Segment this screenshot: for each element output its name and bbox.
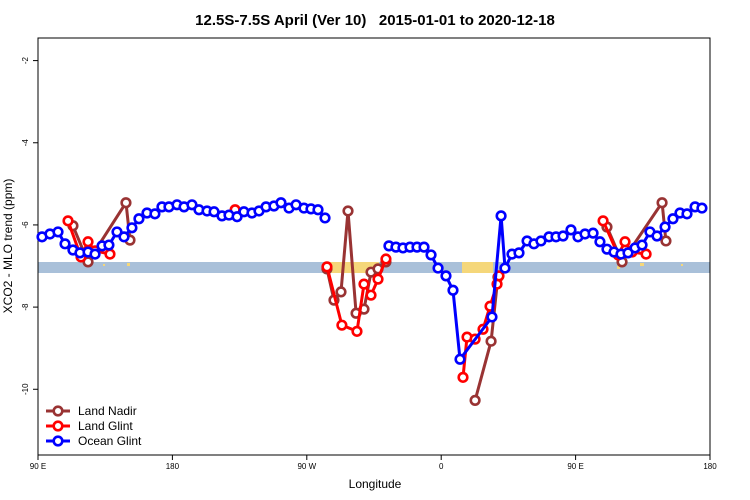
marker xyxy=(372,273,384,285)
marker xyxy=(659,221,671,233)
legend-marker xyxy=(52,435,64,447)
legend-label: Ocean Glint xyxy=(78,434,142,448)
marker xyxy=(342,205,354,217)
series xyxy=(36,197,708,365)
marker xyxy=(358,278,370,290)
land-speck xyxy=(640,263,644,266)
marker xyxy=(118,231,130,243)
marker xyxy=(104,248,116,260)
marker xyxy=(681,208,693,220)
land-band xyxy=(329,262,379,273)
marker xyxy=(440,270,452,282)
marker xyxy=(120,197,132,209)
x-tick-label: 0 xyxy=(439,462,444,471)
marker xyxy=(89,248,101,260)
marker xyxy=(351,325,363,337)
marker xyxy=(319,212,331,224)
chart-title: 12.5S-7.5S April (Ver 10) 2015-01-01 to … xyxy=(195,12,555,29)
x-tick-label: 180 xyxy=(703,462,717,471)
x-tick-label: 90 E xyxy=(30,462,46,471)
marker xyxy=(667,213,679,225)
series xyxy=(62,204,652,383)
x-tick-label: 90 W xyxy=(297,462,316,471)
y-tick-label: -6 xyxy=(21,221,30,229)
land-speck xyxy=(103,264,105,266)
marker xyxy=(59,238,71,250)
marker xyxy=(636,239,648,251)
marker xyxy=(335,286,347,298)
marker xyxy=(457,371,469,383)
y-tick-label: -4 xyxy=(21,139,30,147)
marker xyxy=(111,226,123,238)
marker xyxy=(469,394,481,406)
marker xyxy=(418,241,430,253)
marker xyxy=(619,236,631,248)
legend-label: Land Glint xyxy=(78,419,133,433)
marker xyxy=(656,197,668,209)
marker xyxy=(336,319,348,331)
marker xyxy=(594,236,606,248)
marker xyxy=(62,215,74,227)
x-axis-label: Longitude xyxy=(349,477,402,491)
marker xyxy=(587,227,599,239)
marker xyxy=(275,197,287,209)
legend-marker xyxy=(52,405,64,417)
y-tick-label: -10 xyxy=(21,383,30,395)
land-speck xyxy=(127,263,130,266)
marker xyxy=(499,262,511,274)
marker xyxy=(485,335,497,347)
marker xyxy=(425,249,437,261)
marker xyxy=(52,226,64,238)
y-axis-label: XCO2 - MLO trend (ppm) xyxy=(1,179,15,314)
legend-marker xyxy=(52,420,64,432)
marker xyxy=(454,353,466,365)
marker xyxy=(149,208,161,220)
marker xyxy=(622,247,634,259)
marker xyxy=(565,224,577,236)
marker xyxy=(557,230,569,242)
x-tick-label: 180 xyxy=(166,462,180,471)
marker xyxy=(696,202,708,214)
x-tick-label: 90 E xyxy=(567,462,583,471)
marker xyxy=(365,289,377,301)
land-band xyxy=(462,262,493,273)
y-tick-label: -2 xyxy=(21,56,30,64)
marker xyxy=(640,248,652,260)
marker xyxy=(447,284,459,296)
y-tick-label: -8 xyxy=(21,303,30,311)
legend-label: Land Nadir xyxy=(78,404,137,418)
land-speck xyxy=(617,266,620,269)
marker xyxy=(432,262,444,274)
marker xyxy=(486,311,498,323)
marker xyxy=(651,230,663,242)
marker xyxy=(495,210,507,222)
marker xyxy=(126,222,138,234)
marker xyxy=(321,261,333,273)
marker xyxy=(660,235,672,247)
marker xyxy=(186,199,198,211)
marker xyxy=(380,253,392,265)
marker xyxy=(312,204,324,216)
marker xyxy=(103,239,115,251)
marker xyxy=(133,213,145,225)
marker xyxy=(513,247,525,259)
land-speck xyxy=(681,264,683,266)
marker xyxy=(597,215,609,227)
plot-frame xyxy=(37,37,711,456)
marker xyxy=(82,236,94,248)
